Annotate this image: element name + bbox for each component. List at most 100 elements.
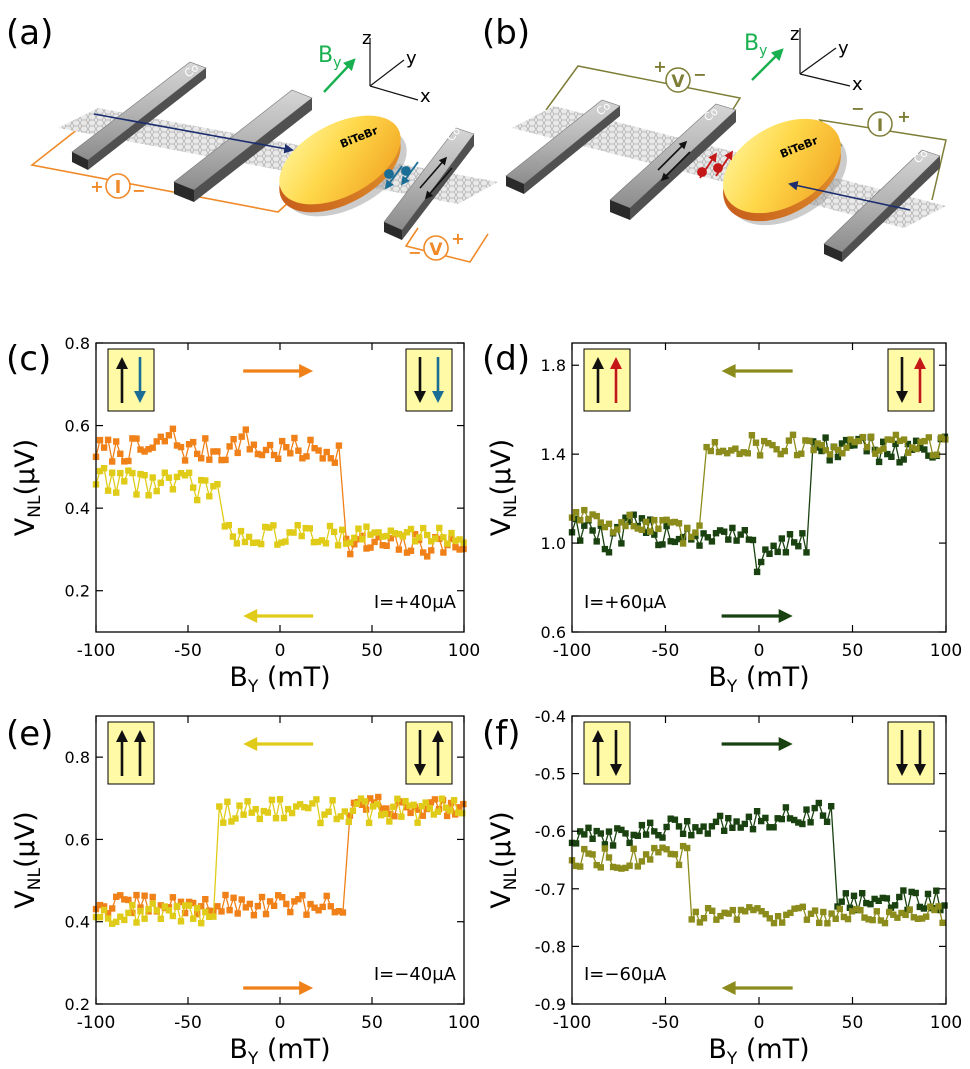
data-point [402,797,409,805]
x-tick-label: 50 [361,641,383,661]
data-point [795,819,802,826]
data-point [194,904,201,912]
data-point [319,903,326,911]
data-point [260,807,267,815]
current-annotation: I=+40µA [374,592,457,613]
field-arrow [323,58,356,93]
data-point [605,854,613,861]
data-point [104,910,112,917]
data-point [671,518,679,526]
chart-e: (e) -100 -50 0 50 100 0.2 0.4 0.6 0.8 BY (mT) VNL(µ… [6,714,480,1069]
data-point [601,523,609,531]
data-point [917,438,924,446]
data-point [879,894,886,902]
data-point [214,903,221,910]
data-point [924,890,932,898]
data-point [716,527,724,534]
data-point [323,448,330,456]
data-point [684,818,691,825]
data-point [262,910,270,918]
data-point [149,893,156,901]
chart-panels: (c) -100 -50 0 50 100 0.2 0.4 0.6 0.8 BY (mT) VNL(µ… [6,334,962,1069]
data-point [651,531,658,538]
coordinate-axes [369,38,419,101]
y-axis-label: VNL(µV) [10,811,45,908]
field-label: By [744,31,767,59]
data-point [923,913,930,920]
svg-text:+: + [653,57,666,76]
data-point [460,800,467,808]
data-point [671,816,679,823]
data-point [896,893,903,901]
data-point [728,447,735,454]
series-orange [92,793,467,919]
x-tick-label: -50 [174,641,202,661]
bitebr-flake: BiTeBr [279,115,407,217]
data-point [675,520,683,527]
data-point [933,887,940,894]
data-point [399,533,407,540]
data-point [293,803,300,810]
data-point [117,469,124,477]
data-point [651,516,658,524]
data-point [675,823,683,830]
data-point [448,529,455,537]
data-point [403,549,411,556]
data-point [129,909,136,917]
data-point [729,524,736,532]
data-point [651,828,658,835]
data-point [933,451,941,458]
voltmeter-label: V [671,72,685,92]
data-point [121,916,128,924]
data-point [736,450,743,458]
data-point [375,529,382,536]
data-point [194,450,201,458]
data-point [745,536,753,543]
data-point [795,543,802,550]
data-point [347,539,354,546]
data-point [234,449,241,457]
data-point [877,917,885,924]
y-tick-label: 0.2 [65,582,90,601]
data-point [638,515,646,522]
data-point [359,532,366,539]
data-point [704,534,711,541]
data-point [884,436,891,443]
data-point [96,901,104,909]
data-point [803,806,810,813]
data-point [216,803,223,810]
data-point [770,919,778,927]
data-point [125,457,132,465]
data-point [237,527,245,535]
data-point [419,812,426,819]
data-point [609,529,617,536]
data-point [707,447,714,455]
data-point [266,898,274,905]
data-point [626,518,633,525]
data-point [884,450,891,458]
data-point [842,436,850,444]
data-point [614,825,621,832]
data-point [737,531,744,538]
data-point [137,904,144,911]
data-point [733,818,740,825]
data-point [863,448,870,455]
data-point [671,851,679,858]
series-yellow [92,465,467,549]
data-point [585,824,592,831]
data-point [283,900,290,908]
data-point [696,522,703,529]
series-darkgreen [568,799,948,914]
data-point [832,915,839,922]
data-point [593,827,600,835]
data-point [756,452,764,459]
data-point [782,549,790,556]
data-point [141,892,148,899]
data-point [605,549,613,556]
y-tick-label: 0.4 [65,913,90,932]
data-point [218,456,225,464]
data-point [450,797,458,804]
data-point [572,840,580,847]
data-point [715,448,723,456]
data-point [305,804,312,812]
